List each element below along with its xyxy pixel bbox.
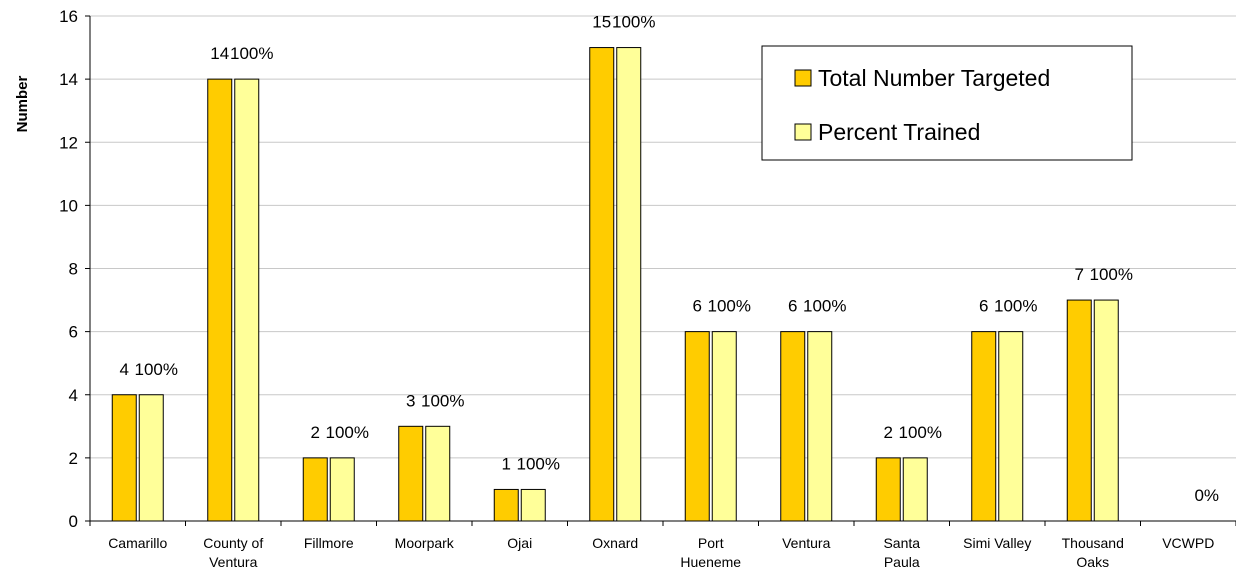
value-label: 6 (693, 297, 702, 316)
x-tick-label: Santa Paula (883, 535, 920, 570)
y-tick-label: 8 (69, 260, 78, 279)
percent-label: 100% (994, 297, 1037, 316)
bar-percent-trained (520, 488, 546, 522)
legend-swatch (794, 123, 812, 141)
bars (111, 47, 1119, 522)
y-tick-label: 4 (69, 386, 78, 405)
value-label: 7 (1075, 265, 1084, 284)
bar-total-number-targeted (302, 457, 328, 522)
bar-total-number-targeted (780, 331, 806, 522)
percent-label: 0% (1194, 486, 1219, 505)
bar-total-number-targeted (111, 394, 137, 522)
legend-label: Percent Trained (818, 119, 980, 145)
gridlines (90, 15, 1236, 459)
data-labels: 4 100%14 100%2 100%3 100%1 100%15 100%6 100% 6 10… (120, 13, 1220, 505)
y-tick-label: 10 (59, 196, 78, 215)
bar-total-number-targeted (493, 488, 519, 522)
value-label: 2 (884, 423, 893, 442)
y-tick-label: 12 (59, 133, 78, 152)
percent-label: 100% (421, 391, 464, 410)
value-label: 14 (210, 44, 229, 63)
x-tick-label: County of Ventura (203, 535, 263, 570)
x-tick-label: VCWPD (1162, 535, 1214, 551)
bar-percent-trained (329, 457, 355, 522)
value-label: 6 (979, 297, 988, 316)
percent-label: 100% (708, 297, 751, 316)
bar-total-number-targeted (971, 331, 997, 522)
legend: Total Number Targeted Percent Trained (761, 45, 1133, 161)
bar-total-number-targeted (398, 425, 424, 522)
y-tick-label: 0 (69, 512, 78, 531)
value-label: 2 (311, 423, 320, 442)
bar-total-number-targeted (1066, 299, 1092, 522)
value-label: 4 (120, 360, 129, 379)
y-axis: 0 2 4 6 8 10 12 14 16 (59, 7, 91, 531)
x-tick-label: Thousand Oaks (1062, 535, 1124, 570)
percent-label: 100% (517, 454, 560, 473)
x-tick-label: Ojai (507, 535, 532, 551)
percent-label: 100% (230, 44, 273, 63)
x-tick-label: Simi Valley (963, 535, 1031, 551)
legend-label: Total Number Targeted (818, 65, 1050, 91)
y-axis-label: Number (14, 76, 31, 133)
percent-label: 100% (326, 423, 369, 442)
percent-label: 100% (612, 13, 655, 32)
y-tick-label: 2 (69, 449, 78, 468)
y-tick-label: 16 (59, 7, 78, 26)
value-label: 1 (502, 454, 511, 473)
bar-percent-trained (807, 331, 833, 522)
legend-swatch (794, 69, 812, 87)
percent-label: 100% (1090, 265, 1133, 284)
bar-percent-trained (1093, 299, 1119, 522)
bar-percent-trained (138, 394, 164, 522)
bar-percent-trained (902, 457, 928, 522)
x-axis: Camarillo County of Ventura Fillmore Moorpar… (89, 520, 1236, 570)
percent-label: 100% (899, 423, 942, 442)
bar-percent-trained (234, 78, 260, 522)
x-tick-label: Camarillo (108, 535, 167, 551)
value-label: 15 (592, 13, 611, 32)
bar-percent-trained (711, 331, 737, 522)
percent-label: 100% (135, 360, 178, 379)
x-tick-label: Moorpark (395, 535, 455, 551)
x-tick-label: Fillmore (304, 535, 354, 551)
x-tick-label: Ventura (782, 535, 830, 551)
bar-total-number-targeted (875, 457, 901, 522)
percent-label: 100% (803, 297, 846, 316)
bar-total-number-targeted (589, 47, 615, 522)
value-label: 6 (788, 297, 797, 316)
y-tick-label: 6 (69, 323, 78, 342)
value-label: 3 (406, 391, 415, 410)
x-tick-label: Port Hueneme (680, 535, 741, 570)
bar-percent-trained (998, 331, 1024, 522)
y-tick-label: 14 (59, 70, 78, 89)
bar-percent-trained (425, 425, 451, 522)
legend-box (761, 45, 1133, 161)
bar-total-number-targeted (207, 78, 233, 522)
bar-total-number-targeted (684, 331, 710, 522)
bar-percent-trained (616, 47, 642, 522)
x-tick-label: Oxnard (592, 535, 638, 551)
